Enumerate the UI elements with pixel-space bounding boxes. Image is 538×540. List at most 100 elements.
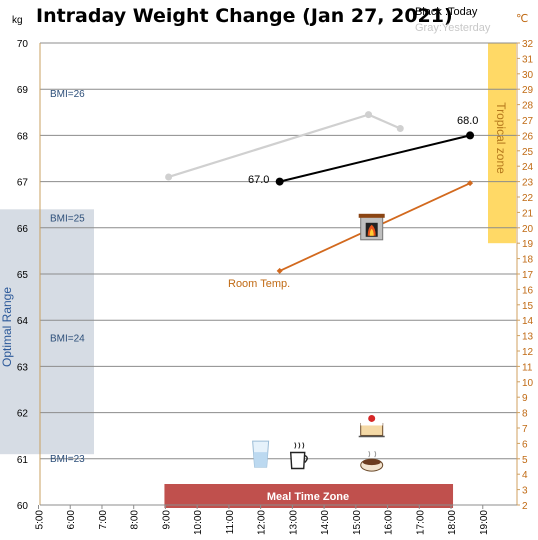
temp-tick-26: 26 — [522, 131, 534, 142]
cake-cream — [360, 421, 383, 426]
temp-tick-13: 13 — [522, 332, 534, 343]
legend-today: Black :Today — [415, 6, 478, 18]
x-tick-15:00: 15:00 — [352, 510, 363, 535]
bmi-label-0: BMI=26 — [50, 89, 85, 100]
bowl-drink — [362, 459, 381, 466]
temp-tick-19: 19 — [522, 239, 534, 250]
fireplace-icon — [358, 213, 385, 241]
series-1-point-1 — [365, 111, 373, 119]
y-tick-62: 62 — [17, 409, 29, 420]
temp-tick-24: 24 — [522, 162, 534, 173]
temp-tick-30: 30 — [522, 70, 534, 81]
series-1-point-2 — [396, 124, 404, 132]
chart-title: Intraday Weight Change (Jan 27, 2021) — [36, 5, 453, 27]
y-tick-67: 67 — [17, 178, 29, 189]
temp-tick-18: 18 — [522, 255, 534, 266]
cup-handle — [304, 454, 308, 463]
cup-body — [289, 451, 306, 470]
x-tick-17:00: 17:00 — [415, 510, 426, 535]
temp-tick-14: 14 — [522, 316, 534, 327]
series-0-point-1 — [466, 131, 475, 140]
series-2-point-0 — [276, 267, 283, 274]
tropical-zone-label: Tropical zone — [494, 102, 508, 174]
temp-tick-15: 15 — [522, 301, 534, 312]
today-start-label: 67.0 — [248, 174, 269, 186]
meal-time-zone-band — [164, 484, 454, 508]
temp-tick-20: 20 — [522, 224, 534, 235]
hot-drink-bowl-icon — [360, 450, 384, 472]
temp-tick-22: 22 — [522, 193, 534, 204]
temp-tick-8: 8 — [522, 409, 528, 420]
water-glass-icon — [252, 440, 270, 468]
temp-tick-17: 17 — [522, 270, 534, 281]
x-tick-9:00: 9:00 — [161, 510, 172, 530]
temp-tick-10: 10 — [522, 378, 534, 389]
x-tick-14:00: 14:00 — [320, 510, 331, 535]
y-tick-68: 68 — [17, 131, 29, 142]
fireplace-flame-inner — [369, 228, 374, 236]
temp-tick-12: 12 — [522, 347, 534, 358]
bands-layer — [0, 43, 516, 508]
x-tick-6:00: 6:00 — [66, 510, 77, 530]
series-line-0 — [279, 134, 471, 183]
temp-tick-4: 4 — [522, 470, 528, 481]
temp-tick-3: 3 — [522, 486, 528, 497]
cake-icon — [358, 414, 385, 438]
optimal-range-label: Optimal Range — [0, 287, 14, 367]
temp-tick-9: 9 — [522, 393, 528, 404]
room-temp-label: Room Temp. — [228, 278, 290, 290]
temp-tick-11: 11 — [522, 362, 533, 373]
y-tick-61: 61 — [17, 455, 29, 466]
temp-tick-25: 25 — [522, 147, 534, 158]
x-tick-5:00: 5:00 — [35, 510, 46, 530]
temp-tick-21: 21 — [522, 208, 534, 219]
bmi-label-3: BMI=23 — [50, 454, 85, 465]
temp-tick-2: 2 — [522, 501, 528, 512]
y-tick-70: 70 — [17, 39, 29, 50]
x-tick-13:00: 13:00 — [288, 510, 299, 535]
series-0-point-0 — [275, 177, 284, 186]
meal-time-zone-label: Meal Time Zone — [267, 491, 349, 503]
x-tick-16:00: 16:00 — [384, 510, 395, 535]
bowl-steam — [368, 450, 377, 458]
x-tick-12:00: 12:00 — [257, 510, 268, 535]
x-tick-18:00: 18:00 — [447, 510, 458, 535]
x-tick-7:00: 7:00 — [98, 510, 109, 530]
x-tick-11:00: 11:00 — [225, 510, 236, 535]
cup-steam — [294, 442, 305, 449]
temp-tick-32: 32 — [522, 39, 534, 50]
grid-layer: BMI=26 BMI=25 BMI=24 BMI=23 — [40, 42, 517, 506]
y-tick-60: 60 — [17, 501, 29, 512]
x-tick-10:00: 10:00 — [193, 510, 204, 535]
x-tick-8:00: 8:00 — [130, 510, 141, 530]
temp-tick-28: 28 — [522, 101, 534, 112]
temp-tick-29: 29 — [522, 85, 534, 96]
glass-water — [253, 452, 268, 468]
temp-tick-31: 31 — [522, 54, 534, 65]
temp-tick-6: 6 — [522, 439, 528, 450]
axes-layer: 6061626364656667686970234567891011121314… — [17, 39, 534, 535]
temp-tick-27: 27 — [522, 116, 534, 127]
temp-tick-5: 5 — [522, 455, 528, 466]
x-tick-19:00: 19:00 — [479, 510, 490, 535]
icons-layer — [252, 213, 385, 472]
bmi-label-2: BMI=24 — [50, 334, 85, 345]
tropical-zone-band — [488, 43, 516, 244]
temp-tick-16: 16 — [522, 285, 534, 296]
legend-yesterday: Gray:Yesterday — [415, 22, 491, 34]
optimal-range-band — [0, 209, 94, 455]
today-end-label: 68.0 — [457, 115, 478, 127]
y-tick-64: 64 — [17, 316, 29, 327]
left-axis-unit: kg — [12, 15, 23, 26]
coffee-cup-icon — [289, 442, 308, 470]
y-tick-63: 63 — [17, 362, 29, 373]
series-2-point-1 — [467, 180, 474, 187]
bmi-label-1: BMI=25 — [50, 214, 85, 225]
y-tick-69: 69 — [17, 85, 29, 96]
fireplace-mantel — [358, 213, 385, 218]
temp-tick-23: 23 — [522, 178, 534, 189]
cake-strawberry — [368, 414, 376, 422]
y-tick-66: 66 — [17, 224, 29, 235]
series-1-point-0 — [165, 173, 173, 181]
